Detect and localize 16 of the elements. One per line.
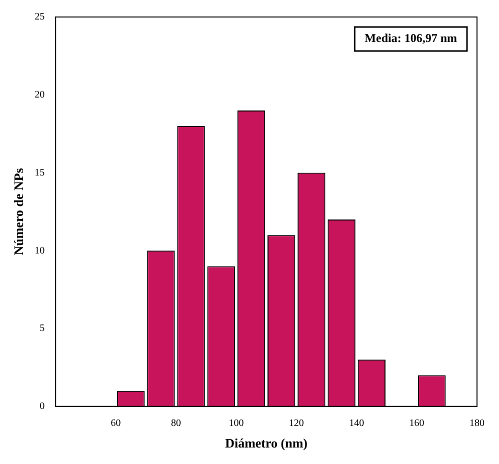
x-axis-title: Diámetro (nm) (225, 436, 308, 451)
y-tick-label: 15 (34, 167, 45, 178)
x-tick-label: 60 (110, 418, 121, 430)
y-tick-label: 25 (34, 12, 45, 23)
x-tick-label: 120 (288, 418, 304, 430)
y-tick-label: 5 (40, 323, 45, 334)
x-tick-label: 80 (171, 418, 181, 430)
y-tick-label: 10 (34, 245, 45, 256)
x-tick-label: 180 (470, 418, 484, 430)
x-tick-label: 140 (349, 418, 364, 430)
y-tick-label: 20 (34, 90, 45, 101)
annotation: Media: 106,97 nm (364, 31, 458, 46)
y-axis-title: Número de NPs (11, 168, 26, 256)
x-tick-label: 160 (409, 418, 424, 430)
x-tick-label: 100 (228, 418, 244, 430)
y-tick-label: 0 (40, 401, 45, 412)
